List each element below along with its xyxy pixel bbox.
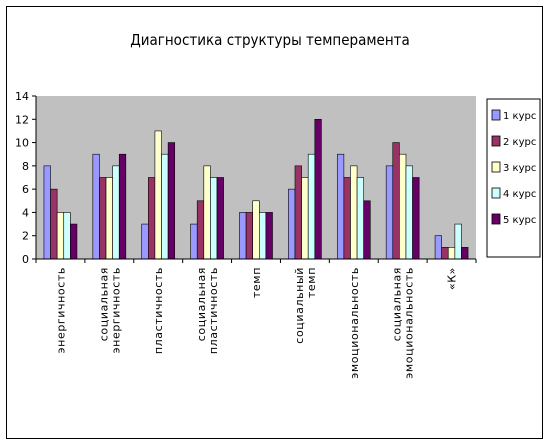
legend-label-3: 3 курс [503,163,536,174]
legend-swatch-1 [491,109,501,121]
bar-4-4 [210,177,218,260]
bar-3-6 [301,177,309,260]
bar-1-4 [190,223,198,260]
bar-2-4 [196,200,205,260]
x-tick-label-2: социальнаяэнергичность [97,267,122,353]
legend-label-2: 2 курс [503,137,536,148]
bar-5-2 [118,153,127,260]
bar-4-2 [112,165,120,260]
bar-2-9 [441,247,449,260]
x-tick-label-9: «К» [446,267,459,290]
y-tick-label-7: 14 [15,90,29,103]
legend-swatch-3 [491,161,501,173]
y-tick-label-2: 4 [22,206,29,219]
bar-3-3 [154,130,162,260]
y-tick-label-5: 10 [15,137,29,150]
bar-3-8 [399,153,407,260]
legend-swatch-4 [491,187,501,199]
bar-1-9 [434,235,442,260]
y-tick-label-3: 6 [22,183,29,196]
bar-3-9 [447,247,456,260]
legend: 1 курс 2 курс 3 курс 4 курс 5 курс [486,98,541,258]
bar-2-5 [245,212,254,260]
bar-5-3 [167,142,176,260]
bar-1-1 [43,165,51,260]
bar-5-1 [70,223,78,260]
bar-5-6 [314,118,322,260]
bar-4-8 [405,165,413,260]
axis-layer: 0 2 4 6 8 10 12 14 энергичность социальнаяэнергич… [15,90,477,379]
x-tick-label-1: энергичность [54,267,67,353]
bar-2-2 [99,177,107,260]
bar-3-2 [105,177,113,260]
bar-1-8 [385,165,394,260]
legend-swatch-2 [491,135,501,147]
bar-4-6 [307,153,316,260]
bar-4-3 [161,153,169,260]
bar-4-5 [258,212,267,260]
chart-title: Диагностика структуры темперамента [130,31,410,49]
bars-layer [43,118,469,260]
bar-1-7 [336,153,345,260]
y-tick-label-1: 2 [22,230,29,243]
bar-4-7 [356,177,364,260]
bar-2-1 [50,188,58,260]
bar-1-2 [92,153,100,260]
y-tick-label-0: 0 [22,253,29,266]
y-tick-label-4: 8 [22,160,29,173]
x-tick-label-7: эмоциональность [348,267,361,379]
bar-3-7 [350,165,358,260]
bar-2-7 [343,177,351,260]
legend-label-4: 4 курс [503,189,536,200]
bar-1-6 [288,188,296,260]
x-tick-label-8: социальнаяэмоциональность [391,267,416,379]
bar-5-4 [216,177,224,260]
bar-2-3 [148,177,156,260]
bar-4-1 [63,212,71,260]
legend-label-1: 1 курс [503,111,536,122]
bar-3-1 [56,212,65,260]
bar-5-7 [363,200,371,260]
x-tick-label-4: социальнаяпластичность [195,267,220,354]
bar-5-9 [461,247,469,260]
bar-2-6 [294,165,302,260]
legend-box [486,98,541,258]
bar-3-5 [252,200,260,260]
bar-5-5 [265,212,273,260]
legend-label-5: 5 курс [503,215,536,226]
bar-1-3 [141,223,149,260]
x-tick-label-3: пластичность [152,267,165,354]
legend-swatch-5 [491,213,501,225]
bar-1-5 [239,212,247,260]
bar-5-8 [412,177,420,260]
x-tick-label-6: социальныйтемп [293,267,318,344]
x-tick-label-5: темп [250,267,263,298]
bar-3-4 [203,165,211,260]
bar-4-9 [454,223,462,260]
bar-2-8 [392,142,400,260]
y-tick-label-6: 12 [15,113,29,126]
